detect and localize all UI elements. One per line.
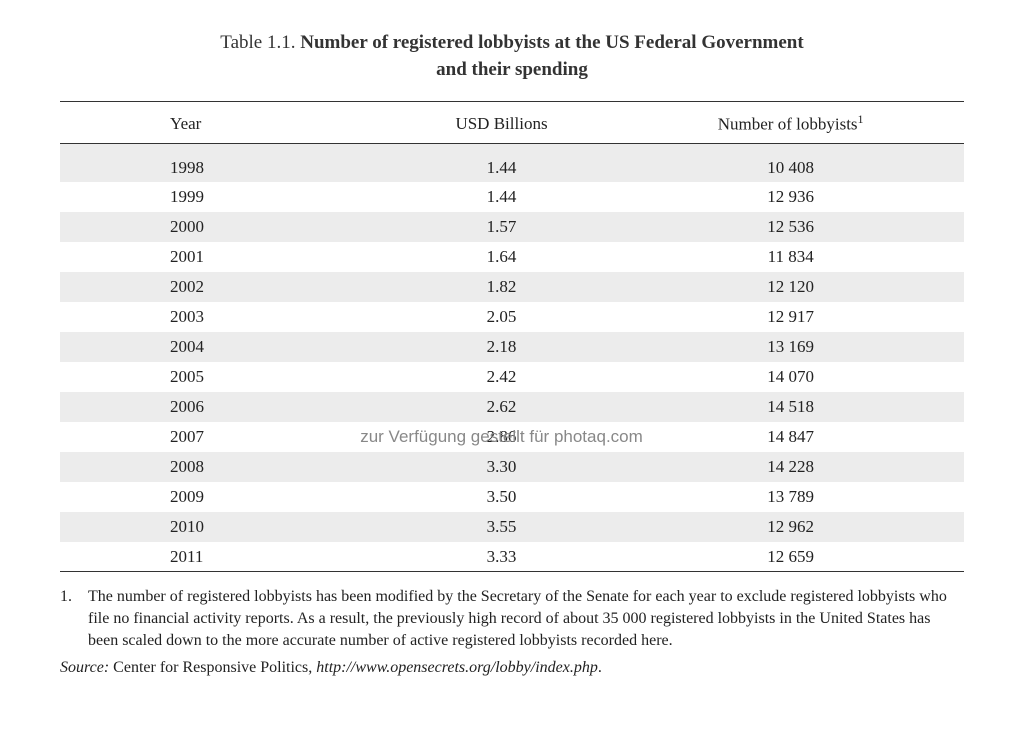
cell-lobbyists: 14 518	[617, 392, 964, 422]
cell-year: 2009	[60, 482, 386, 512]
cell-usd: 1.44	[386, 143, 618, 182]
table-header-row: Year USD Billions Number of lobbyists1	[60, 102, 964, 144]
col-header-lobbyists: Number of lobbyists1	[617, 102, 964, 144]
table-title-line2: and their spending	[436, 59, 588, 80]
cell-lobbyists: 12 936	[617, 182, 964, 212]
cell-lobbyists: 13 169	[617, 332, 964, 362]
cell-usd: 2.05	[386, 302, 618, 332]
table-row: 20062.6214 518	[60, 392, 964, 422]
table-row: 20021.8212 120	[60, 272, 964, 302]
source-label: Source:	[60, 659, 109, 676]
cell-usd: 1.82	[386, 272, 618, 302]
table-body: 19981.4410 40819991.4412 93620001.5712 5…	[60, 143, 964, 572]
table-row: 20052.4214 070	[60, 362, 964, 392]
lobbyist-table: Year USD Billions Number of lobbyists1 1…	[60, 101, 964, 572]
cell-year: 2010	[60, 512, 386, 542]
cell-usd: 2.42	[386, 362, 618, 392]
cell-year: 2005	[60, 362, 386, 392]
cell-usd: 1.57	[386, 212, 618, 242]
cell-year: 2008	[60, 452, 386, 482]
cell-usd: 1.64	[386, 242, 618, 272]
cell-year: 2004	[60, 332, 386, 362]
cell-year: 2003	[60, 302, 386, 332]
table-row: 20032.0512 917	[60, 302, 964, 332]
table-row: 19981.4410 408	[60, 143, 964, 182]
table-row: 19991.4412 936	[60, 182, 964, 212]
col-header-year: Year	[60, 102, 386, 144]
watermark-text: zur Verfügung gestellt für photaq.com	[360, 427, 643, 447]
footnote-ref: 1	[858, 112, 864, 126]
cell-year: 1999	[60, 182, 386, 212]
cell-lobbyists: 12 962	[617, 512, 964, 542]
cell-usd: 3.55	[386, 512, 618, 542]
source-text: Center for Responsive Politics,	[113, 659, 316, 676]
cell-lobbyists: 14 228	[617, 452, 964, 482]
cell-usd: 3.33	[386, 542, 618, 572]
cell-lobbyists: 10 408	[617, 143, 964, 182]
table-row: 20011.6411 834	[60, 242, 964, 272]
table-row: 20001.5712 536	[60, 212, 964, 242]
col-header-usd: USD Billions	[386, 102, 618, 144]
cell-usd: 2.86zur Verfügung gestellt für photaq.co…	[386, 422, 618, 452]
footnote-number: 1.	[60, 586, 72, 651]
cell-year: 2001	[60, 242, 386, 272]
table-row: 20083.3014 228	[60, 452, 964, 482]
table-row: 20042.1813 169	[60, 332, 964, 362]
table-number: Table 1.1.	[220, 32, 295, 53]
cell-usd: 3.50	[386, 482, 618, 512]
cell-usd: 3.30	[386, 452, 618, 482]
table-row: 20072.86zur Verfügung gestellt für phota…	[60, 422, 964, 452]
cell-lobbyists: 14 847	[617, 422, 964, 452]
source-line: Source: Center for Responsive Politics, …	[60, 659, 964, 677]
cell-usd: 1.44	[386, 182, 618, 212]
table-row: 20093.5013 789	[60, 482, 964, 512]
cell-year: 1998	[60, 143, 386, 182]
cell-usd: 2.62	[386, 392, 618, 422]
table-row: 20113.3312 659	[60, 542, 964, 572]
cell-year: 2000	[60, 212, 386, 242]
cell-year: 2006	[60, 392, 386, 422]
cell-lobbyists: 12 917	[617, 302, 964, 332]
cell-lobbyists: 12 659	[617, 542, 964, 572]
cell-lobbyists: 12 536	[617, 212, 964, 242]
cell-lobbyists: 11 834	[617, 242, 964, 272]
cell-year: 2011	[60, 542, 386, 572]
cell-lobbyists: 12 120	[617, 272, 964, 302]
cell-year: 2007	[60, 422, 386, 452]
table-title-line1: Number of registered lobbyists at the US…	[300, 32, 803, 53]
table-row: 20103.5512 962	[60, 512, 964, 542]
source-url: http://www.opensecrets.org/lobby/index.p…	[316, 659, 598, 676]
cell-usd: 2.18	[386, 332, 618, 362]
table-caption: Table 1.1. Number of registered lobbyist…	[60, 30, 964, 83]
cell-lobbyists: 13 789	[617, 482, 964, 512]
footnote: 1. The number of registered lobbyists ha…	[60, 586, 964, 651]
cell-lobbyists: 14 070	[617, 362, 964, 392]
source-suffix: .	[598, 659, 602, 676]
footnote-text: The number of registered lobbyists has b…	[88, 586, 964, 651]
cell-year: 2002	[60, 272, 386, 302]
